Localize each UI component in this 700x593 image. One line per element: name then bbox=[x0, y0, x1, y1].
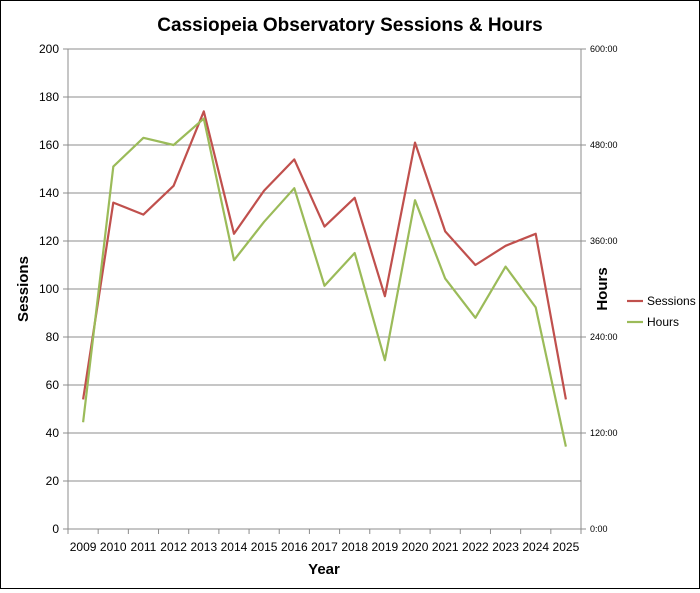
y-tick-label: 80 bbox=[46, 330, 60, 344]
x-tick-label: 2013 bbox=[190, 540, 217, 554]
x-tick-label: 2018 bbox=[341, 540, 368, 554]
x-tick-label: 2024 bbox=[522, 540, 549, 554]
y-axis-tick-labels: 0 20 40 60 80 100 120 140 160 180 200 bbox=[39, 42, 59, 536]
series-line-hours bbox=[83, 119, 566, 447]
y-tick-label: 120 bbox=[39, 234, 59, 248]
y-tick-label: 0 bbox=[52, 522, 59, 536]
y-tick-label: 200 bbox=[39, 42, 59, 56]
y-tick-label: 20 bbox=[46, 474, 60, 488]
x-tick-label: 2019 bbox=[372, 540, 399, 554]
x-tick-label: 2014 bbox=[221, 540, 248, 554]
series-line-sessions bbox=[83, 111, 566, 399]
y-tick-label: 160 bbox=[39, 138, 59, 152]
y2-tick-label: 360:00 bbox=[590, 236, 618, 246]
axes bbox=[63, 49, 586, 534]
x-tick-label: 2025 bbox=[553, 540, 580, 554]
y-tick-label: 140 bbox=[39, 186, 59, 200]
x-tick-label: 2017 bbox=[311, 540, 338, 554]
y2-tick-label: 600:00 bbox=[590, 44, 618, 54]
y-tick-label: 100 bbox=[39, 282, 59, 296]
x-tick-label: 2011 bbox=[131, 540, 157, 554]
y-tick-label: 180 bbox=[39, 90, 59, 104]
legend-label-sessions: Sessions bbox=[647, 294, 696, 308]
y-axis-label: Sessions bbox=[15, 256, 32, 322]
x-tick-label: 2020 bbox=[402, 540, 429, 554]
y2-tick-label: 120:00 bbox=[590, 428, 618, 438]
y-tick-label: 40 bbox=[46, 426, 60, 440]
series-lines bbox=[83, 111, 566, 446]
x-tick-label: 2015 bbox=[251, 540, 278, 554]
y2-axis-label: Hours bbox=[594, 267, 611, 310]
x-tick-label: 2023 bbox=[492, 540, 519, 554]
x-tick-label: 2010 bbox=[100, 540, 127, 554]
x-tick-label: 2022 bbox=[462, 540, 489, 554]
legend-label-hours: Hours bbox=[647, 315, 679, 329]
y2-tick-label: 240:00 bbox=[590, 332, 618, 342]
x-tick-label: 2012 bbox=[160, 540, 187, 554]
x-tick-label: 2016 bbox=[281, 540, 308, 554]
y2-tick-label: 480:00 bbox=[590, 140, 618, 150]
y2-tick-label: 0:00 bbox=[590, 524, 608, 534]
legend: Sessions Hours bbox=[627, 294, 696, 329]
x-tick-label: 2021 bbox=[432, 540, 459, 554]
x-axis-label: Year bbox=[308, 561, 340, 578]
y-tick-label: 60 bbox=[46, 378, 60, 392]
chart-title: Cassiopeia Observatory Sessions & Hours bbox=[157, 15, 542, 36]
x-tick-label: 2009 bbox=[70, 540, 97, 554]
gridlines bbox=[68, 49, 581, 481]
